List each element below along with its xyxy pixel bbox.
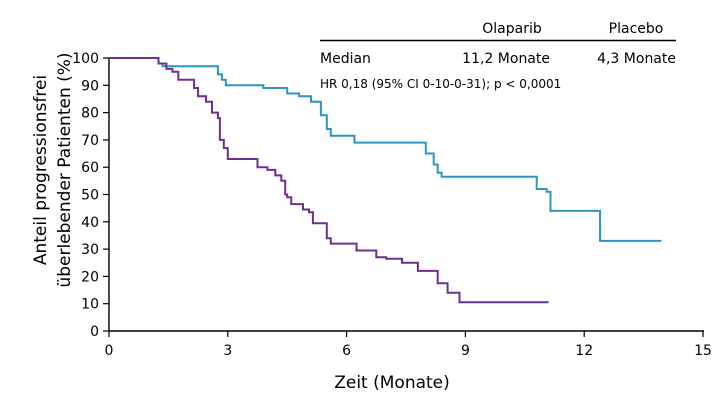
y-tick-label: 80 (81, 106, 99, 122)
x-tick-label: 9 (461, 343, 470, 359)
y-axis-title: Anteil progressionsfrei überlebender Pat… (31, 52, 75, 287)
table-row-label-median: Median (320, 51, 371, 67)
table-median-olaparib: 11,2 Monate (462, 51, 550, 67)
y-tick-label: 0 (90, 324, 99, 340)
median-table: Olaparib Placebo Median 11,2 Monate 4,3 … (320, 21, 676, 91)
series-group (109, 57, 662, 304)
x-tick-label: 0 (105, 343, 114, 359)
series-line-olaparib (109, 57, 662, 242)
x-tick-label: 3 (223, 343, 232, 359)
table-header-placebo: Placebo (609, 21, 664, 37)
table-median-placebo: 4,3 Monate (597, 51, 676, 67)
y-tick-label: 50 (81, 188, 99, 204)
y-tick-label: 20 (81, 269, 99, 285)
y-tick-label: 60 (81, 160, 99, 176)
hazard-ratio-text: HR 0,18 (95% CI 0-10-0-31); p < 0,0001 (320, 77, 561, 91)
x-axis-title: Zeit (Monate) (334, 373, 450, 393)
y-tick-label: 10 (81, 297, 99, 313)
x-tick-label: 6 (342, 343, 351, 359)
x-tick-label: 15 (694, 343, 712, 359)
y-axis-title-line-1: Anteil progressionsfrei (31, 75, 51, 265)
y-tick-label: 40 (81, 215, 99, 231)
axes (108, 58, 704, 332)
tick-group: 0 3 6 9 12 15 0 10 20 30 40 50 60 70 80 90 100 (72, 51, 712, 359)
series-line-placebo (109, 57, 549, 304)
y-tick-label: 70 (81, 133, 99, 149)
table-header-olaparib: Olaparib (482, 21, 542, 37)
y-tick-label: 90 (81, 78, 99, 94)
x-tick-label: 12 (575, 343, 593, 359)
y-tick-label: 30 (81, 242, 99, 258)
y-axis-title-line-2: überlebender Patienten (%) (55, 52, 75, 287)
y-tick-label: 100 (72, 51, 99, 67)
